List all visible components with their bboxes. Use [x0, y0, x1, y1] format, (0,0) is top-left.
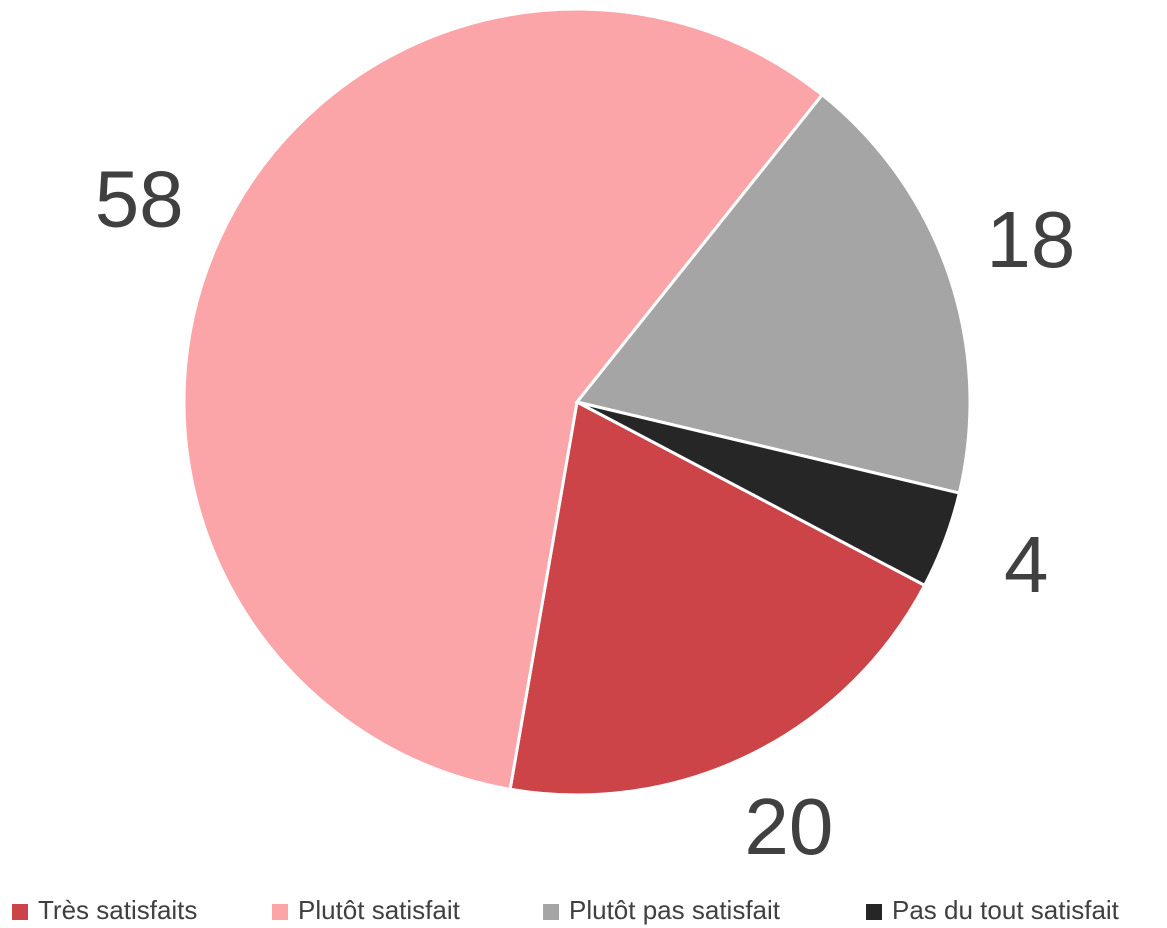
- legend-label: Plutôt satisfait: [298, 895, 461, 925]
- data-label: 58: [95, 154, 184, 243]
- legend-label: Plutôt pas satisfait: [569, 895, 781, 925]
- legend-swatch: [543, 904, 559, 920]
- pie-slice: [576, 400, 962, 588]
- data-label: 4: [1004, 520, 1049, 609]
- data-label: 18: [986, 195, 1075, 284]
- pie-slice: [508, 399, 927, 797]
- legend-label: Pas du tout satisfait: [892, 895, 1120, 925]
- data-label: 20: [744, 782, 833, 871]
- legend-label: Très satisfaits: [38, 895, 197, 925]
- pie-slice: [574, 92, 972, 495]
- legend-swatch: [12, 904, 28, 920]
- legend-swatch: [272, 904, 288, 920]
- legend-swatch: [866, 904, 882, 920]
- pie-slice: [182, 7, 825, 792]
